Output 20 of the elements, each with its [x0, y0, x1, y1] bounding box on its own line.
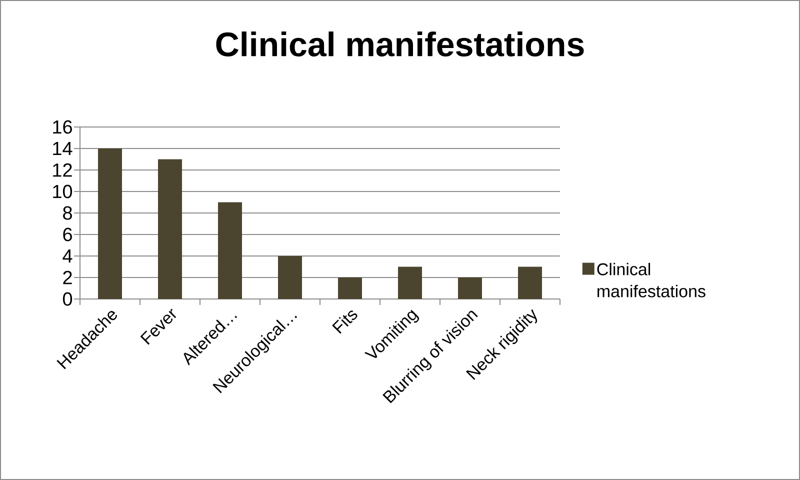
bar [338, 278, 362, 299]
y-tick-label: 16 [53, 120, 72, 134]
bar [398, 266, 422, 299]
y-tick-label: 4 [62, 249, 72, 263]
bar [98, 148, 122, 299]
y-tick-label: 8 [63, 206, 72, 220]
legend-label: Clinical manifestations [597, 262, 706, 298]
x-tick-label: Fits [332, 310, 358, 334]
bar [458, 278, 482, 299]
y-tick-label: 0 [62, 292, 72, 306]
bar [218, 202, 242, 299]
bar [518, 266, 542, 299]
bar [278, 256, 302, 299]
bar [158, 159, 182, 299]
chart-title: Clinical manifestations [216, 32, 584, 56]
y-tick-label: 6 [63, 228, 72, 242]
y-tick-label: 2 [63, 270, 72, 284]
y-tick-label: 12 [53, 163, 72, 177]
y-tick-label: 10 [53, 184, 72, 198]
y-tick-label: 14 [53, 142, 72, 156]
